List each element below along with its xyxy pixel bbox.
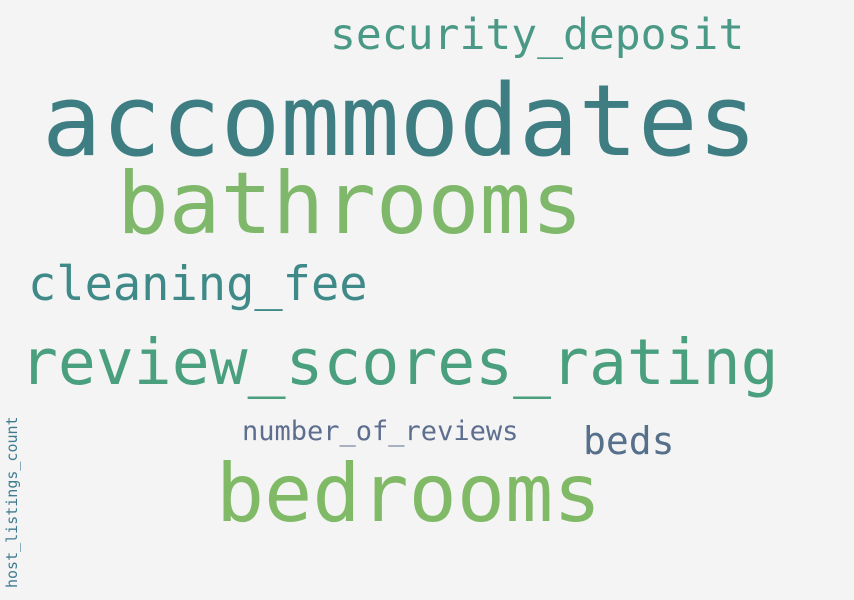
word-beds: beds xyxy=(583,419,675,463)
word-accommodates: accommodates xyxy=(42,64,758,179)
word-bedrooms: bedrooms xyxy=(216,447,602,540)
word-number-of-reviews: number_of_reviews xyxy=(242,416,519,447)
word-cleaning-fee: cleaning_fee xyxy=(28,257,368,312)
word-host-listings-count: host_listings_count xyxy=(3,416,21,588)
word-security-deposit: security_deposit xyxy=(330,10,745,60)
word-bathrooms: bathrooms xyxy=(117,154,583,254)
word-review-scores-rating: review_scores_rating xyxy=(20,326,779,399)
